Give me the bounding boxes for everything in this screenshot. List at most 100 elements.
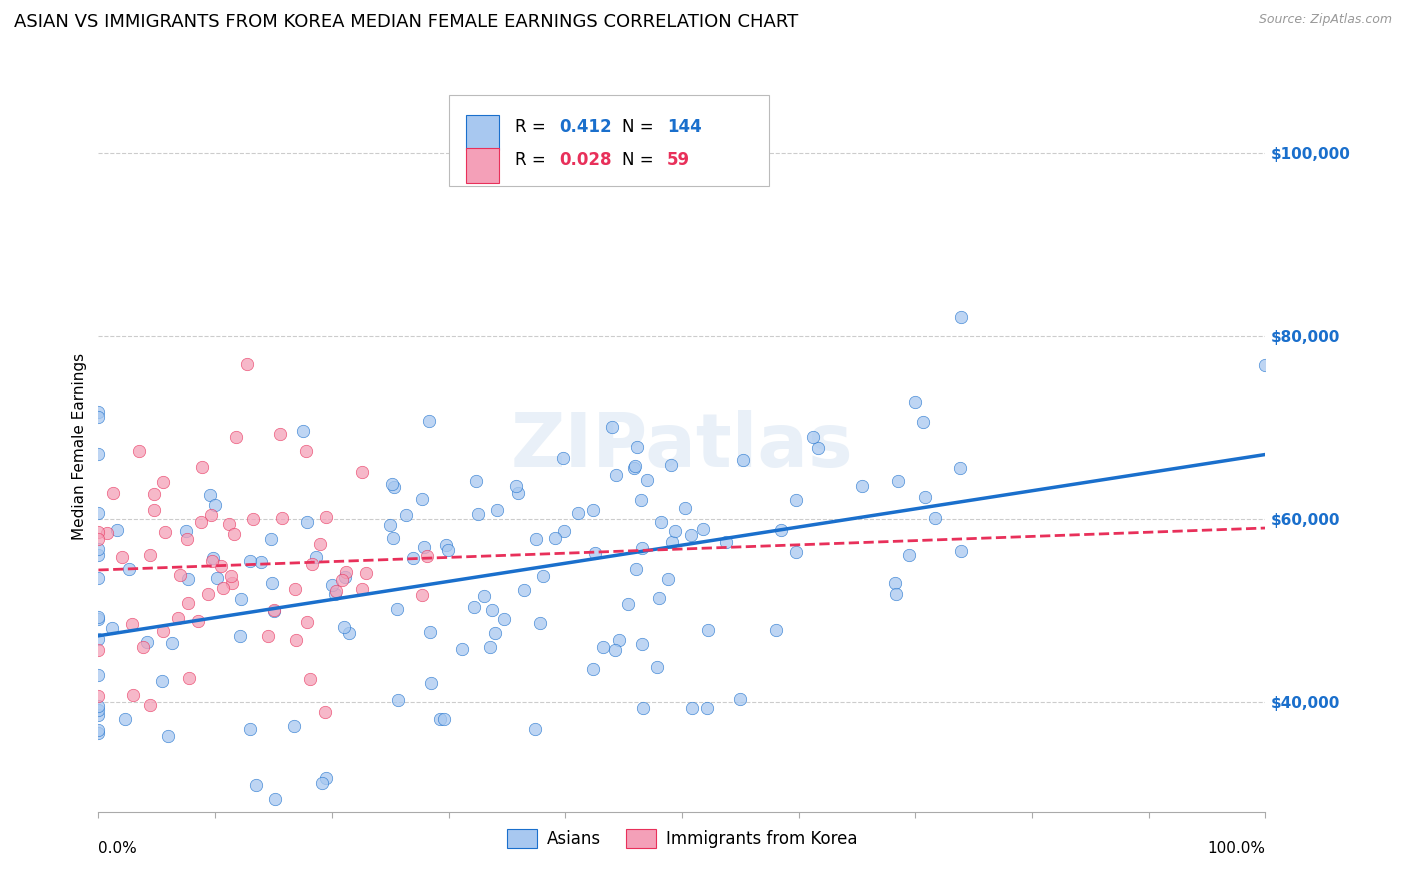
Point <box>714 535 737 549</box>
Point <box>785 545 807 559</box>
Text: 100.0%: 100.0% <box>1208 841 1265 856</box>
Point <box>664 524 686 538</box>
Point <box>481 603 503 617</box>
Point <box>167 610 190 624</box>
Point <box>139 698 162 713</box>
Point <box>626 440 648 454</box>
Point <box>730 692 752 706</box>
Point <box>673 501 696 516</box>
Point <box>314 705 336 719</box>
Point <box>100 621 122 635</box>
Point <box>122 689 145 703</box>
Point <box>354 566 377 580</box>
Point <box>177 596 200 610</box>
Point <box>321 578 343 592</box>
Point <box>411 491 433 506</box>
Point <box>121 616 143 631</box>
Point <box>257 629 280 643</box>
Text: R =: R = <box>515 119 551 136</box>
Point <box>478 640 501 654</box>
Point <box>166 873 188 888</box>
Point <box>211 581 233 595</box>
Point <box>87 571 110 585</box>
Point <box>218 517 240 532</box>
Point <box>350 582 373 596</box>
Point <box>325 583 347 598</box>
Point <box>623 460 645 475</box>
Point <box>659 458 682 473</box>
Point <box>114 712 136 726</box>
Point <box>190 515 212 529</box>
Point <box>636 474 658 488</box>
Point <box>128 444 150 458</box>
Point <box>411 589 433 603</box>
Point <box>567 506 589 520</box>
Point <box>262 575 284 590</box>
Point <box>647 659 669 673</box>
Point <box>352 465 374 479</box>
Point <box>387 692 409 706</box>
Point <box>87 612 110 626</box>
Point <box>292 425 315 439</box>
Point <box>524 532 547 546</box>
Point <box>260 532 283 546</box>
Point <box>380 518 402 533</box>
Point <box>87 405 110 419</box>
Point <box>271 510 294 524</box>
Point <box>269 427 291 442</box>
Point <box>914 491 936 505</box>
Point <box>301 557 323 571</box>
Point <box>315 510 337 524</box>
FancyBboxPatch shape <box>465 115 499 150</box>
Point <box>904 394 927 409</box>
Point <box>201 554 224 568</box>
Point <box>912 416 935 430</box>
Point <box>263 604 285 618</box>
Text: 0.028: 0.028 <box>560 152 612 169</box>
FancyBboxPatch shape <box>449 95 769 186</box>
Point <box>429 712 451 726</box>
Point <box>209 559 232 574</box>
Point <box>118 562 141 576</box>
Point <box>402 551 425 566</box>
Point <box>96 525 118 540</box>
Point <box>250 556 273 570</box>
Point <box>103 485 125 500</box>
Point <box>311 776 333 790</box>
Point <box>492 612 515 626</box>
Point <box>624 562 647 576</box>
Point <box>297 516 319 530</box>
Point <box>785 492 807 507</box>
Point <box>553 524 575 538</box>
Point <box>418 414 440 428</box>
Point <box>174 524 197 538</box>
Point <box>87 610 110 624</box>
Text: ASIAN VS IMMIGRANTS FROM KOREA MEDIAN FEMALE EARNINGS CORRELATION CHART: ASIAN VS IMMIGRANTS FROM KOREA MEDIAN FE… <box>14 13 799 31</box>
Point <box>949 461 972 475</box>
Point <box>884 587 907 601</box>
Point <box>87 447 110 461</box>
Point <box>592 640 614 655</box>
Point <box>200 508 222 522</box>
Point <box>87 525 110 540</box>
Point <box>484 625 506 640</box>
Point <box>513 582 536 597</box>
Point <box>582 502 605 516</box>
Legend: Asians, Immigrants from Korea: Asians, Immigrants from Korea <box>501 822 863 855</box>
Point <box>87 506 110 520</box>
Point <box>474 590 496 604</box>
Point <box>105 523 128 537</box>
Point <box>631 701 654 715</box>
Point <box>295 615 318 630</box>
Point <box>225 430 247 444</box>
Point <box>437 543 460 558</box>
Point <box>602 419 624 434</box>
Point <box>152 624 174 638</box>
Point <box>886 474 908 488</box>
Point <box>582 662 605 676</box>
Point <box>661 534 683 549</box>
Point <box>142 502 165 516</box>
Point <box>177 671 200 685</box>
Point <box>335 565 357 579</box>
Point <box>623 459 645 474</box>
